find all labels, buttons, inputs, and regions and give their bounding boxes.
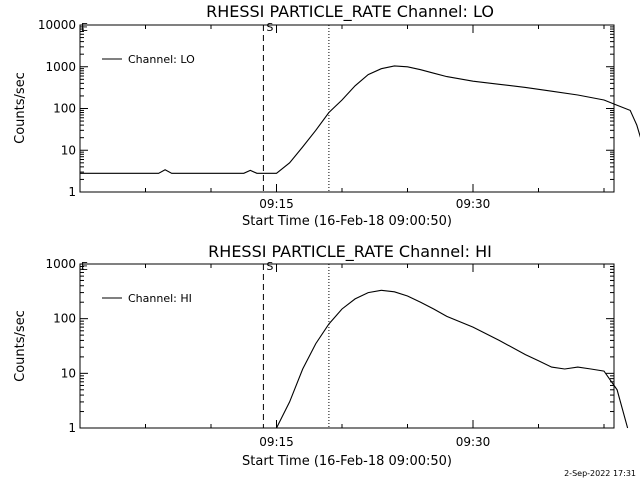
legend-label-hi: Channel: HI	[128, 292, 192, 305]
y-tick-label-hi-2: 100	[53, 312, 76, 326]
y-axis-label-lo: Counts/sec	[13, 72, 28, 144]
series-line-lo-0	[80, 65, 640, 174]
x-tick-label-hi-0: 09:15	[259, 435, 294, 449]
event-marker-label-hi-0: S	[266, 260, 273, 273]
edge-marker-hi: E	[81, 260, 88, 273]
plot-frame-lo	[79, 24, 615, 193]
timestamp: 2-Sep-2022 17:31	[564, 469, 636, 478]
x-tick-label-hi-1: 09:30	[456, 435, 491, 449]
x-tick-label-lo-0: 09:15	[259, 197, 294, 211]
y-tick-label-lo-2: 100	[53, 102, 76, 116]
axis-ticks-lo: 11010010001000009:1509:3009:4510:0010:15…	[38, 18, 640, 211]
chart-title-lo: RHESSI PARTICLE_RATE Channel: LO	[206, 2, 494, 22]
y-tick-label-hi-1: 10	[61, 366, 76, 380]
axis-ticks-hi: 110100100009:1509:3009:4510:0010:1510:30…	[45, 257, 629, 449]
x-axis-label-hi: Start Time (16-Feb-18 09:00:50)	[242, 454, 452, 469]
panel-lo: RHESSI PARTICLE_RATE Channel: LO Counts/…	[13, 2, 640, 229]
legend-label-lo: Channel: LO	[128, 53, 195, 66]
y-tick-label-lo-1: 10	[61, 143, 76, 157]
chart-title-hi: RHESSI PARTICLE_RATE Channel: HI	[208, 242, 492, 262]
x-axis-label-lo: Start Time (16-Feb-18 09:00:50)	[242, 214, 452, 229]
y-axis-label-hi: Counts/sec	[13, 310, 28, 382]
series-line-hi-0	[276, 289, 629, 429]
y-tick-label-lo-4: 10000	[38, 18, 76, 32]
y-tick-label-hi-0: 1	[68, 421, 76, 435]
x-tick-label-lo-1: 09:30	[456, 197, 491, 211]
plot-frame-hi	[79, 263, 615, 429]
y-tick-label-lo-0: 1	[68, 185, 76, 199]
y-tick-label-lo-3: 1000	[45, 60, 76, 74]
edge-marker-lo: E	[81, 21, 88, 34]
panel-hi: RHESSI PARTICLE_RATE Channel: HI Counts/…	[13, 242, 629, 469]
event-marker-label-lo-0: S	[266, 21, 273, 34]
y-tick-label-hi-3: 1000	[45, 257, 76, 271]
